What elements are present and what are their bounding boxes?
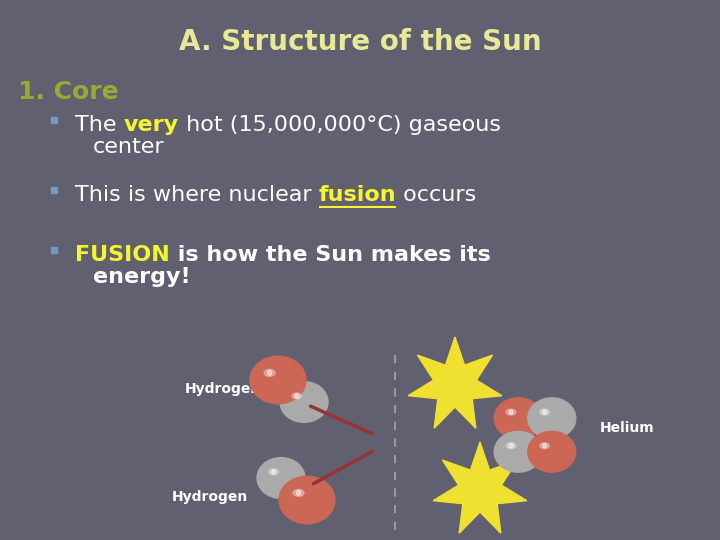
Circle shape (267, 370, 272, 375)
Ellipse shape (494, 431, 542, 472)
Text: is how the Sun makes its: is how the Sun makes its (170, 245, 490, 265)
Text: Hydrogen: Hydrogen (172, 490, 248, 504)
Ellipse shape (528, 398, 576, 438)
Text: The: The (75, 115, 124, 135)
Bar (50, 247, 57, 253)
Polygon shape (433, 442, 527, 533)
Circle shape (543, 410, 546, 414)
Text: very: very (124, 115, 179, 135)
Ellipse shape (264, 369, 275, 376)
Ellipse shape (540, 409, 549, 415)
Circle shape (509, 410, 513, 414)
Circle shape (271, 470, 276, 474)
Ellipse shape (292, 393, 302, 399)
Ellipse shape (540, 443, 549, 449)
Text: A. Structure of the Sun: A. Structure of the Sun (179, 28, 541, 56)
Text: Hydrogen: Hydrogen (185, 382, 261, 396)
Bar (50, 187, 57, 193)
Circle shape (509, 444, 513, 448)
Text: Helium: Helium (600, 421, 654, 435)
Ellipse shape (506, 443, 516, 449)
Text: This is where nuclear: This is where nuclear (75, 185, 319, 205)
Text: fusion: fusion (319, 185, 397, 205)
Ellipse shape (279, 476, 335, 524)
Ellipse shape (293, 489, 305, 496)
Ellipse shape (528, 431, 576, 472)
Text: energy!: energy! (93, 267, 191, 287)
Bar (50, 117, 57, 123)
Text: occurs: occurs (397, 185, 477, 205)
Ellipse shape (494, 398, 542, 438)
Text: hot (15,000,000°C) gaseous: hot (15,000,000°C) gaseous (179, 115, 500, 135)
Circle shape (294, 394, 299, 398)
Circle shape (296, 490, 301, 495)
Ellipse shape (280, 382, 328, 422)
Circle shape (543, 444, 546, 448)
Ellipse shape (257, 457, 305, 498)
Text: 1. Core: 1. Core (18, 80, 119, 104)
Ellipse shape (250, 356, 306, 404)
Polygon shape (408, 337, 502, 428)
Text: FUSION: FUSION (75, 245, 170, 265)
Ellipse shape (269, 469, 279, 475)
Text: center: center (93, 137, 165, 157)
Ellipse shape (506, 409, 516, 415)
